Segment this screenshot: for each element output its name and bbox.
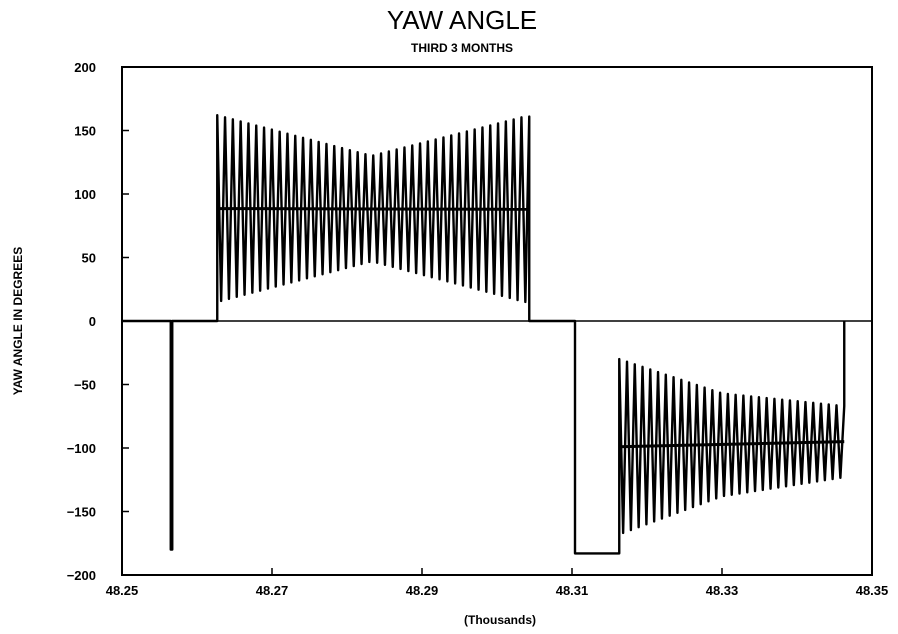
y-tick-label: −100 (67, 441, 96, 456)
x-tick-label: 48.25 (106, 583, 139, 598)
oscillation-mean-band (217, 207, 530, 211)
y-tick-label: 100 (74, 187, 96, 202)
x-tick-label: 48.35 (856, 583, 889, 598)
x-tick-label: 48.29 (406, 583, 439, 598)
x-tick-label: 48.27 (256, 583, 289, 598)
yaw-angle-series-line (122, 114, 846, 555)
chart-subtitle: THIRD 3 MONTHS (411, 41, 513, 55)
plot-frame (121, 66, 873, 576)
x-tick-label: 48.33 (706, 583, 739, 598)
oscillation-mean-band (619, 440, 845, 449)
y-tick-label: −200 (67, 568, 96, 583)
y-tick-label: 200 (74, 60, 96, 75)
y-tick-label: −50 (74, 378, 96, 393)
y-axis-ticks: 200 150 100 50 0 −50 −100 −150 −200 (67, 60, 129, 583)
x-tick-label: 48.31 (556, 583, 589, 598)
plot-data (122, 114, 846, 555)
chart-title: YAW ANGLE (387, 5, 537, 35)
x-axis-ticks: 48.25 48.27 48.29 48.31 48.33 48.35 (106, 568, 889, 598)
x-axis-label: (Thousands) (464, 613, 536, 627)
y-tick-label: 0 (89, 314, 96, 329)
y-tick-label: 150 (74, 124, 96, 139)
y-axis-label: YAW ANGLE IN DEGREES (11, 247, 25, 395)
y-tick-label: −150 (67, 505, 96, 520)
y-tick-label: 50 (82, 251, 96, 266)
